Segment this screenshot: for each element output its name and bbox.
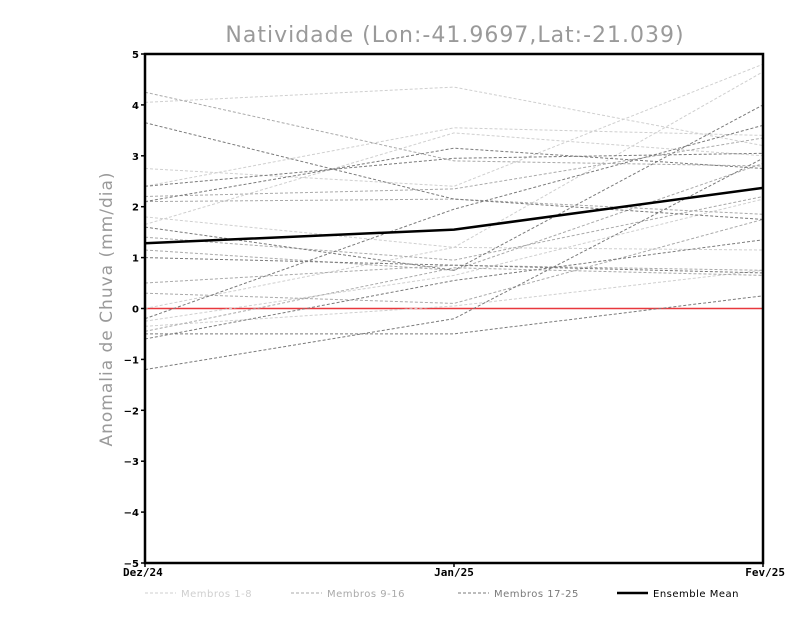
- member-line-21: [144, 257, 764, 274]
- legend: Membros 1-8 Membros 9-16 Membros 17-25 Ense…: [145, 589, 739, 600]
- member-line-15: [144, 162, 764, 271]
- y-axis-label: Anomalia de Chuva (mm/dia): [97, 171, 117, 446]
- y-tick-label: 1: [132, 254, 139, 265]
- y-tick-label: −2: [124, 406, 139, 417]
- member-line-13: [144, 218, 764, 304]
- ensemble-mean-line: [144, 186, 764, 245]
- member-line-22: [144, 124, 764, 320]
- member-line-25: [144, 239, 764, 340]
- y-tick-label: −3: [124, 457, 139, 468]
- y-tick-label: −5: [124, 559, 139, 570]
- member-line-24: [144, 157, 764, 371]
- y-tick-label: 4: [132, 101, 139, 112]
- member-line-3: [144, 132, 764, 225]
- member-line-2: [144, 63, 764, 187]
- member-line-11: [144, 196, 764, 261]
- member-line-9: [144, 91, 764, 167]
- member-line-20: [144, 104, 764, 271]
- x-tick-label: Dez/24: [123, 566, 163, 579]
- y-tick-label: 5: [132, 50, 139, 61]
- x-tick-label: Fev/25: [745, 566, 785, 579]
- member-line-12: [144, 264, 764, 284]
- member-line-23: [145, 295, 764, 335]
- series-lines: [144, 63, 764, 371]
- y-tick-label: 0: [132, 305, 139, 316]
- y-tick-label: −4: [124, 508, 139, 519]
- member-line-1: [144, 86, 764, 147]
- y-tick-label: 3: [132, 152, 139, 163]
- member-line-14: [144, 267, 764, 332]
- y-tick-label: −1: [124, 355, 139, 366]
- legend-label-g1: Membros 1-8: [181, 589, 252, 600]
- member-line-16: [144, 198, 764, 215]
- legend-label-g2: Membros 9-16: [327, 589, 405, 600]
- member-line-5: [144, 246, 764, 309]
- chart-title: Natividade (Lon:-41.9697,Lat:-21.039): [225, 23, 684, 48]
- member-line-10: [144, 137, 764, 197]
- member-line-4: [144, 71, 764, 248]
- member-line-18: [144, 152, 764, 187]
- member-line-19: [144, 147, 764, 203]
- y-tick-label: 2: [132, 203, 139, 214]
- member-line-7: [144, 127, 764, 187]
- member-line-6: [144, 198, 764, 322]
- member-line-17: [144, 122, 764, 220]
- legend-label-g3: Membros 17-25: [494, 589, 579, 600]
- legend-label-mean: Ensemble Mean: [653, 589, 739, 600]
- member-line-8: [144, 269, 764, 327]
- x-tick-label: Jan/25: [434, 566, 474, 579]
